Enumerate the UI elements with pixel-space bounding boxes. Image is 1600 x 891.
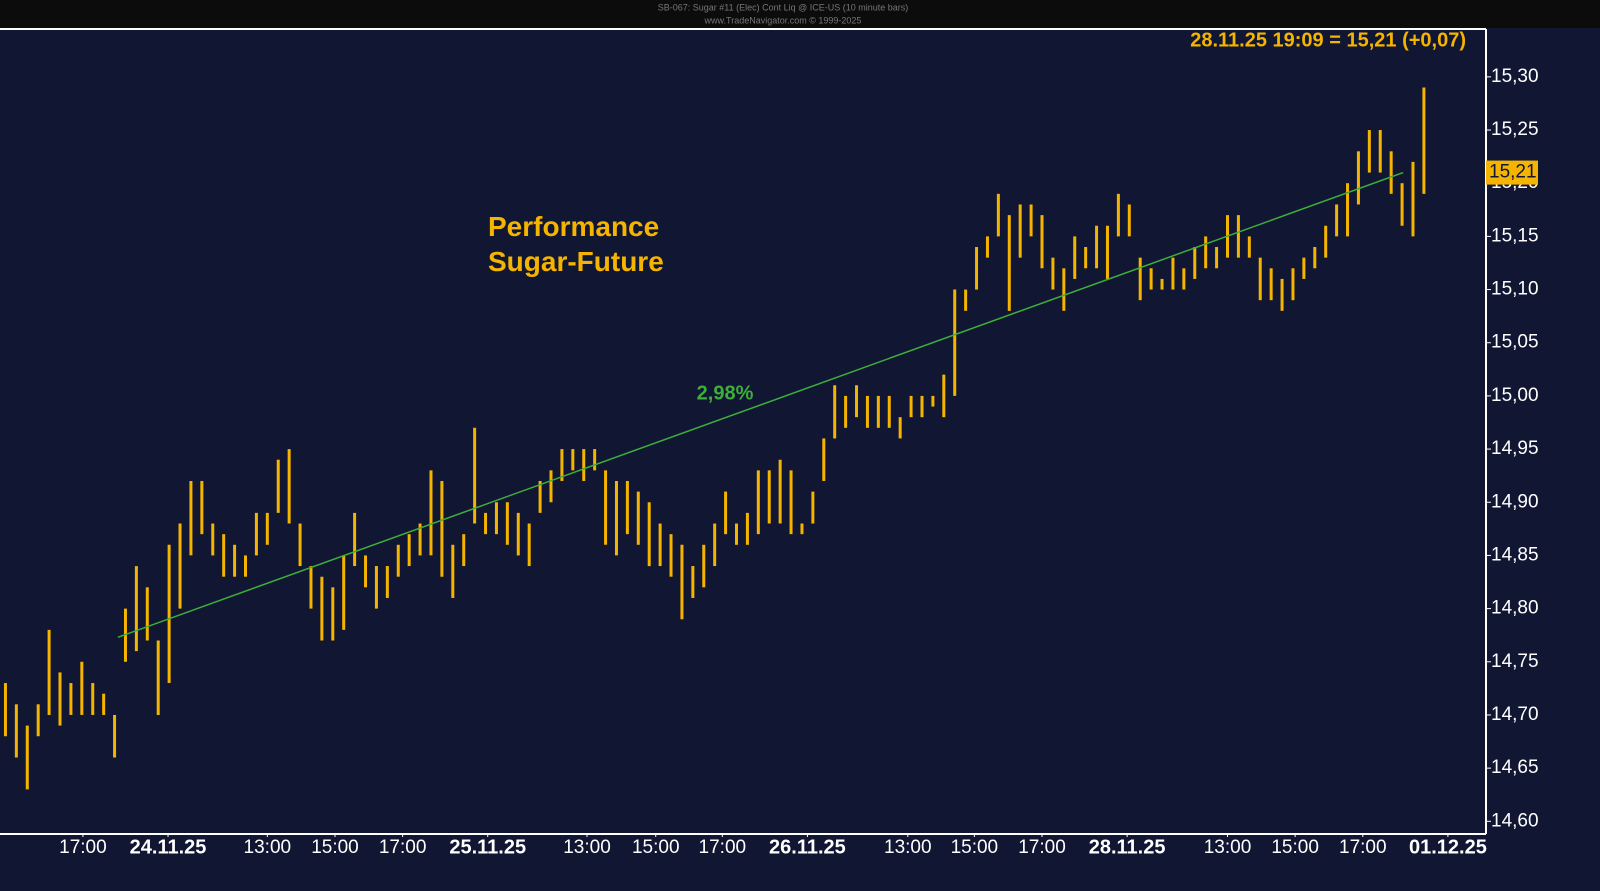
x-tick-label: 13:00 xyxy=(1204,837,1252,858)
x-tick-label: 17:00 xyxy=(379,837,427,858)
x-tick-label: 26.11.25 xyxy=(769,836,846,858)
annotation-line: Performance xyxy=(488,211,659,242)
x-tick-label: 25.11.25 xyxy=(449,836,526,858)
y-tick-label: 14,95 xyxy=(1491,438,1539,459)
y-tick-label: 15,05 xyxy=(1491,332,1539,353)
y-tick-label: 15,10 xyxy=(1491,279,1539,300)
x-tick-label: 17:00 xyxy=(59,837,107,858)
chart-subtitle: www.TradeNavigator.com © 1999-2025 xyxy=(704,15,862,25)
last-price-marker xyxy=(1486,160,1538,185)
x-tick-label: 17:00 xyxy=(1339,837,1387,858)
x-tick-label: 15:00 xyxy=(311,837,359,858)
x-tick-label: 28.11.25 xyxy=(1089,836,1166,858)
y-tick-label: 14,60 xyxy=(1491,810,1539,831)
y-tick-label: 14,80 xyxy=(1491,598,1539,619)
y-tick-label: 15,15 xyxy=(1491,225,1539,246)
y-tick-label: 15,30 xyxy=(1491,66,1539,87)
last-price-text: 28.11.25 19:09 = 15,21 (+0,07) xyxy=(1190,29,1466,51)
x-tick-label: 13:00 xyxy=(884,837,932,858)
x-tick-label: 13:00 xyxy=(563,837,611,858)
annotation-line: Sugar-Future xyxy=(488,246,664,277)
chart-title: SB-067: Sugar #11 (Elec) Cont Liq @ ICE-… xyxy=(658,2,909,12)
header-bar xyxy=(0,0,1600,28)
x-tick-label: 17:00 xyxy=(699,837,747,858)
last-price-label: 15,21 xyxy=(1489,162,1537,183)
y-tick-label: 14,75 xyxy=(1491,651,1539,672)
x-tick-label: 15:00 xyxy=(1271,837,1319,858)
x-tick-label: 24.11.25 xyxy=(130,836,207,858)
x-tick-label: 13:00 xyxy=(244,837,292,858)
y-tick-label: 14,90 xyxy=(1491,491,1539,512)
x-tick-label: 15:00 xyxy=(632,837,680,858)
y-tick-label: 14,70 xyxy=(1491,704,1539,725)
y-tick-label: 14,65 xyxy=(1491,757,1539,778)
trend-label: 2,98% xyxy=(697,382,754,404)
x-tick-label: 17:00 xyxy=(1018,837,1066,858)
y-tick-label: 15,00 xyxy=(1491,385,1539,406)
x-tick-label: 15:00 xyxy=(951,837,999,858)
x-tick-label: 01.12.25 xyxy=(1409,836,1487,858)
y-tick-label: 15,25 xyxy=(1491,119,1539,140)
trend-line xyxy=(117,171,1404,639)
annotation: Performance Sugar-Future xyxy=(488,211,664,277)
y-tick-label: 14,85 xyxy=(1491,544,1539,565)
